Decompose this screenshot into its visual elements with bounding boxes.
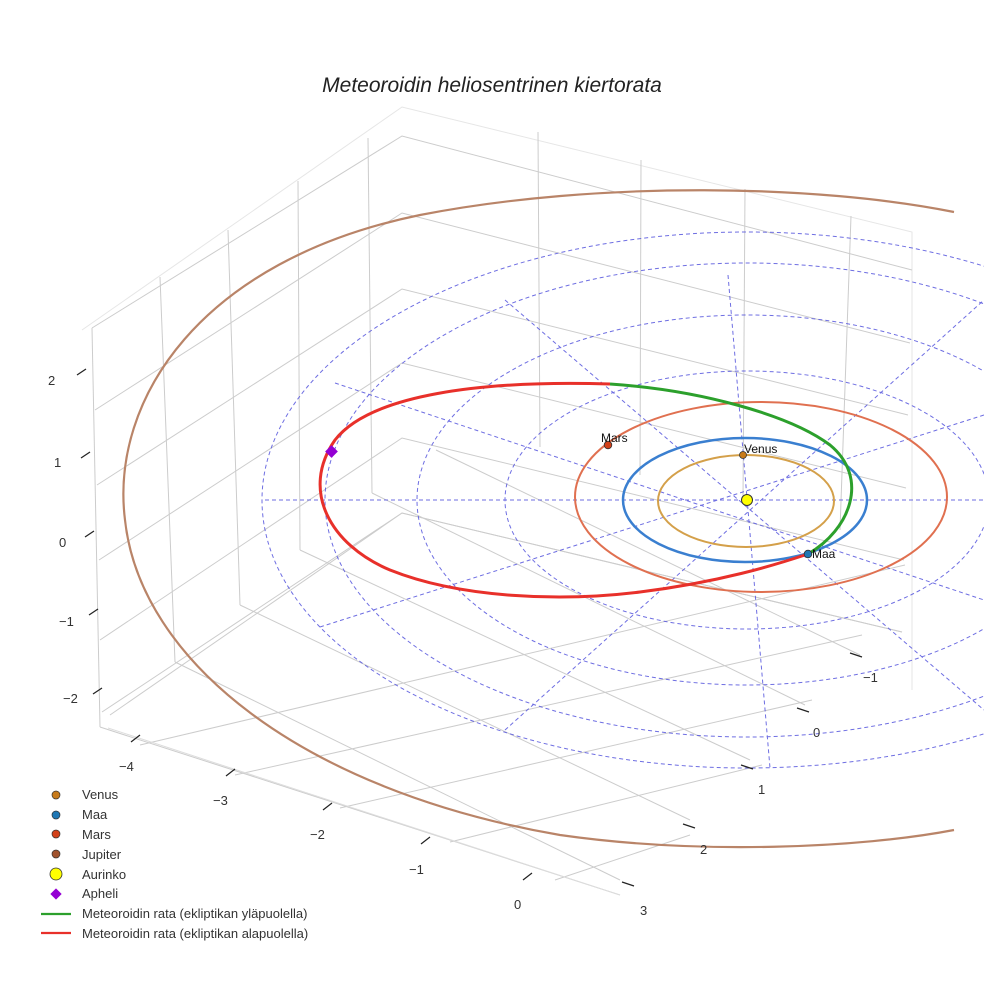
legend-item-mars[interactable]: Mars [38,825,308,845]
legend-item-venus[interactable]: Venus [38,785,308,805]
legend-item-maa[interactable]: Maa [38,805,308,825]
x-tick-label: −1 [409,862,424,877]
legend: Venus Maa Mars Jupiter Aurinko Apheli Me… [38,785,308,943]
circle-marker-icon [51,790,61,800]
legend-item-apheli[interactable]: Apheli [38,884,308,904]
x-tick-label: −3 [213,793,228,808]
jupiter-orbit [122,189,955,849]
z-tick-label: 1 [54,455,61,470]
z-tick-label: 2 [48,373,55,388]
x-tick-label: −4 [119,759,134,774]
y-tick-label: 1 [758,782,765,797]
legend-item-orbit-below[interactable]: Meteoroidin rata (ekliptikan alapuolella… [38,924,308,944]
legend-item-aurinko[interactable]: Aurinko [38,864,308,884]
z-tick-label: −2 [63,691,78,706]
line-swatch-icon [41,912,71,915]
circle-marker-icon [51,830,61,839]
circle-marker-icon [51,849,61,859]
z-axis [76,368,103,695]
earth-label: Maa [812,547,836,561]
x-tick-label: 0 [514,897,521,912]
earth-marker[interactable] [803,549,813,559]
chart-title: Meteoroidin heliosentrinen kiertorata [322,74,662,97]
meteoroid-orbit-above [609,382,854,556]
y-tick-label: 0 [813,725,820,740]
axis-grid [81,106,913,896]
mars-label: Mars [601,431,628,445]
y-tick-label: 2 [700,842,707,857]
aphelion-marker[interactable] [325,445,338,458]
z-tick-label: −1 [59,614,74,629]
y-axis [621,652,863,887]
circle-marker-icon [51,810,61,820]
sun-marker-icon [49,867,63,881]
x-axis [130,734,533,881]
y-tick-label: 3 [640,903,647,918]
line-swatch-icon [41,932,71,935]
earth-orbit [621,436,869,564]
legend-item-jupiter[interactable]: Jupiter [38,844,308,864]
venus-label: Venus [744,442,777,456]
x-tick-label: −2 [310,827,325,842]
venus-marker[interactable] [739,451,747,459]
y-tick-label: −1 [863,670,878,685]
mars-orbit [574,401,948,593]
legend-item-orbit-above[interactable]: Meteoroidin rata (ekliptikan yläpuolella… [38,904,308,924]
mars-marker[interactable] [603,440,613,450]
sun-marker[interactable] [741,494,753,506]
meteoroid-orbit-below [318,381,809,599]
ecliptic-polar-grid [261,231,984,769]
z-tick-label: 0 [59,535,66,550]
diamond-marker-icon [50,888,62,900]
